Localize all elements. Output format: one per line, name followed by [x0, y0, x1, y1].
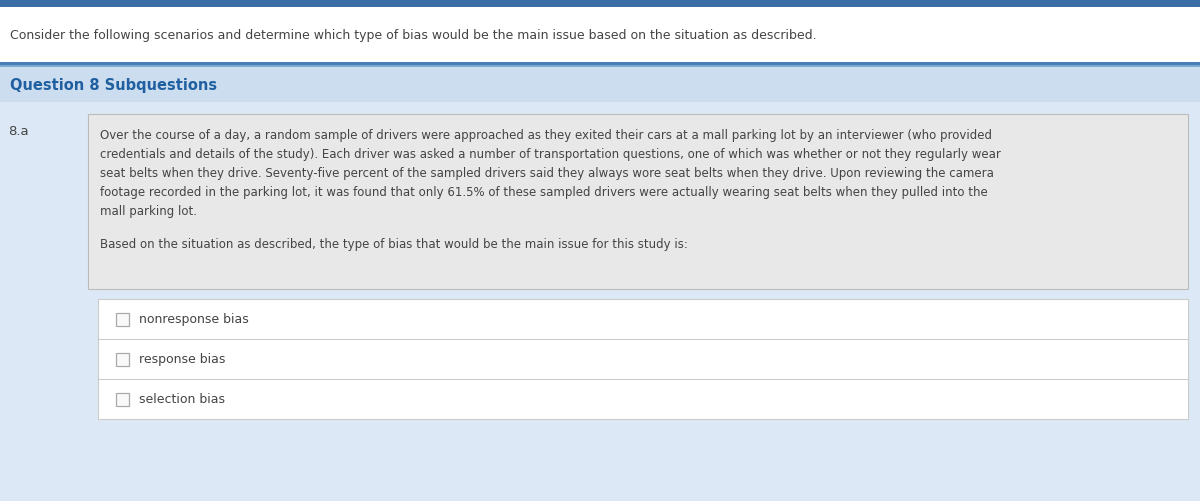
Bar [116, 353, 130, 366]
Bar [98, 300, 1188, 419]
Bar [0, 0, 1200, 8]
Bar [88, 115, 1188, 290]
Text: nonresponse bias: nonresponse bias [139, 313, 248, 326]
Text: mall parking lot.: mall parking lot. [100, 204, 197, 217]
Text: footage recorded in the parking lot, it was found that only 61.5% of these sampl: footage recorded in the parking lot, it … [100, 186, 988, 198]
Bar [0, 66, 1200, 67]
Bar [0, 103, 1200, 501]
Bar [0, 63, 1200, 66]
Bar [0, 68, 1200, 103]
Text: credentials and details of the study). Each driver was asked a number of transpo: credentials and details of the study). E… [100, 148, 1001, 161]
Bar [0, 8, 1200, 63]
Text: 8.a: 8.a [8, 125, 29, 138]
Text: Based on the situation as described, the type of bias that would be the main iss: Based on the situation as described, the… [100, 237, 688, 250]
Text: Question 8 Subquestions: Question 8 Subquestions [10, 78, 217, 93]
Bar [116, 313, 130, 326]
Text: response bias: response bias [139, 353, 226, 366]
Text: seat belts when they drive. Seventy-five percent of the sampled drivers said the: seat belts when they drive. Seventy-five… [100, 167, 994, 180]
Text: Consider the following scenarios and determine which type of bias would be the m: Consider the following scenarios and det… [10, 29, 817, 42]
Text: selection bias: selection bias [139, 393, 226, 406]
Text: Over the course of a day, a random sample of drivers were approached as they exi: Over the course of a day, a random sampl… [100, 129, 992, 142]
Bar [116, 393, 130, 406]
